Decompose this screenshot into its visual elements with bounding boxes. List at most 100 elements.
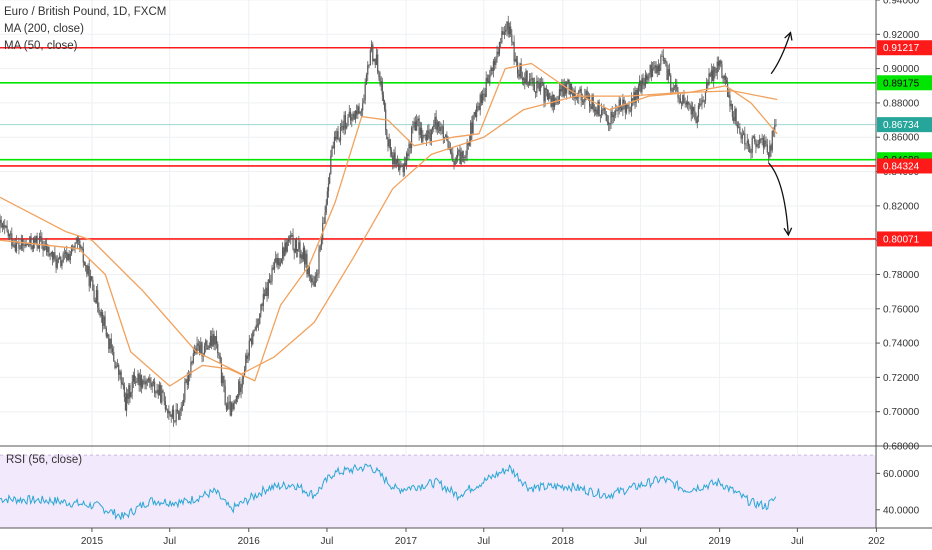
candle-body [731, 103, 734, 117]
candle-body [696, 116, 698, 124]
candle-body [615, 110, 617, 116]
candle-body [637, 86, 640, 99]
candle-body [624, 102, 626, 113]
candle-body [123, 385, 125, 398]
candle-body [739, 126, 741, 133]
candle-body [25, 242, 27, 247]
candle-body [75, 242, 77, 244]
candle-body [464, 157, 466, 159]
candle-body [50, 251, 52, 255]
price-axis[interactable]: 0.68000 0.70000 0.72000 0.74000 0.76000 0.780… [875, 0, 920, 528]
price-badge-resistance [877, 40, 932, 56]
legend-symbol-title[interactable]: Euro / British Pound, 1D, FXCM [4, 6, 167, 18]
candle-body [189, 374, 191, 376]
candle-body [87, 266, 89, 274]
candle-body [346, 125, 348, 129]
candle-body [756, 144, 758, 147]
candle-body [497, 51, 499, 55]
candle-body [320, 239, 323, 247]
rsi-legend[interactable]: RSI (56, close) [6, 454, 83, 466]
candle-body [298, 242, 300, 250]
candle-body [283, 247, 285, 257]
candle-body [666, 63, 668, 81]
candle-body [287, 239, 290, 242]
candle-body [312, 281, 314, 283]
candle-body [174, 420, 176, 422]
candle-body [78, 238, 80, 241]
candle-body [402, 165, 404, 173]
candle-body [395, 159, 397, 165]
candle-body [63, 253, 65, 255]
candle-body [581, 100, 583, 102]
candle-body [590, 106, 592, 109]
candle-body [171, 409, 173, 417]
candle-body [103, 316, 105, 326]
candle-body [569, 83, 571, 95]
candle-body [140, 375, 143, 388]
candle-body [678, 97, 680, 99]
candle-body [387, 139, 389, 147]
candle-body [291, 235, 293, 236]
candle-body [76, 238, 79, 243]
candle-body [10, 233, 12, 235]
candle-body [180, 406, 182, 411]
candle-body [367, 65, 369, 75]
candle-body [445, 134, 447, 138]
candle-body [434, 116, 436, 126]
candle-body [342, 125, 344, 130]
legend-ma50[interactable]: MA (50, close) [4, 40, 78, 52]
candle-body [560, 89, 562, 92]
candle-body [205, 340, 207, 346]
candle-body [236, 396, 239, 398]
candle-body [472, 114, 474, 134]
time-axis[interactable]: 2015 Jul 2016 Jul 2017 Jul 2018 Jul 2019 Jul 202 [0, 527, 932, 547]
candle-body [679, 98, 681, 104]
candle-body [35, 235, 37, 243]
candle-body [489, 75, 491, 83]
candle-body [736, 124, 738, 128]
candle-body [360, 110, 363, 112]
candle-body [116, 364, 119, 366]
candle-body [227, 402, 229, 410]
candle-body [332, 146, 334, 149]
candle-body [747, 140, 750, 147]
candle-body [715, 72, 717, 73]
candle-body [64, 252, 67, 254]
candle-body [178, 411, 180, 420]
candle-body [770, 145, 772, 151]
candle-body [217, 344, 219, 354]
candle-body [143, 380, 145, 383]
candle-body [456, 151, 459, 159]
candle-body [751, 137, 753, 153]
candle-body [198, 345, 201, 354]
candle-body [219, 355, 221, 363]
candle-body [749, 146, 751, 153]
candle-body [131, 381, 133, 393]
candle-body [536, 80, 538, 93]
candle-body [144, 382, 146, 385]
candle-body [253, 329, 255, 333]
price-tick-label: 0.88000 [883, 98, 920, 109]
legend-ma200[interactable]: MA (200, close) [4, 23, 84, 35]
candle-body [5, 226, 7, 228]
candle-body [548, 93, 550, 100]
candle-body [729, 95, 731, 107]
candle-body [267, 279, 269, 296]
candle-body [703, 100, 705, 102]
candle-body [526, 70, 528, 86]
candle-body [419, 127, 421, 135]
candle-body [454, 160, 456, 165]
candle-body [110, 338, 112, 349]
candle-body [542, 82, 544, 86]
price-badges: 0.912170.891750.867340.846880.843240.800… [877, 40, 932, 247]
candle-body [42, 245, 44, 251]
candle-body [733, 116, 735, 121]
chart-grid [0, 0, 877, 528]
candle-body [37, 245, 39, 249]
candle-body [80, 246, 82, 248]
candle-body [502, 31, 504, 35]
candle-body [162, 390, 164, 393]
candle-body [689, 104, 691, 106]
candle-body [635, 90, 637, 103]
